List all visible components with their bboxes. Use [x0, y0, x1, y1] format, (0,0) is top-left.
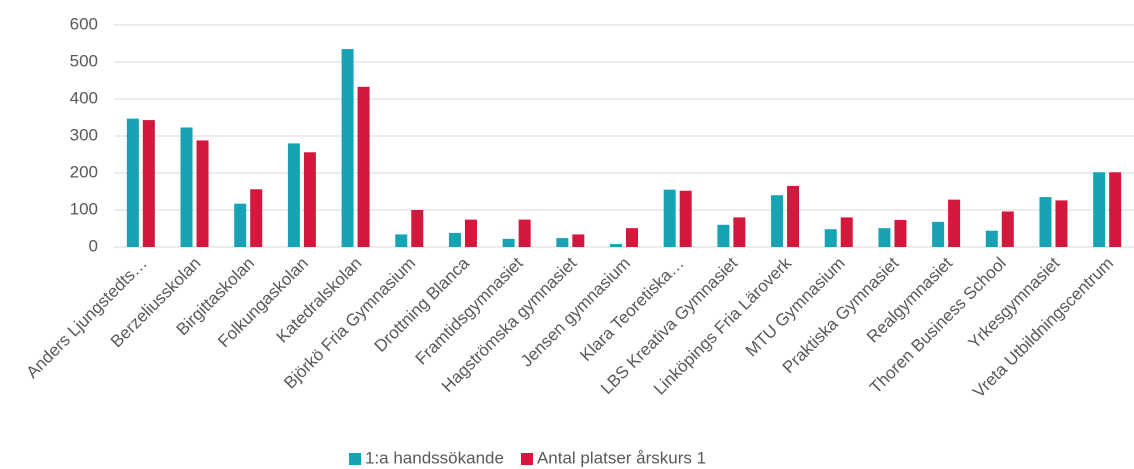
bar	[572, 234, 585, 247]
bar	[287, 143, 300, 247]
bar	[610, 244, 622, 247]
bar	[733, 217, 746, 247]
bar	[341, 49, 354, 247]
legend-label: Antal platser årskurs 1	[537, 448, 706, 467]
legend-swatch	[349, 453, 361, 465]
bar	[464, 219, 477, 247]
bar	[1055, 200, 1068, 247]
bar	[196, 140, 209, 247]
bar	[771, 195, 784, 247]
bar	[985, 230, 998, 247]
bar	[1093, 172, 1106, 247]
bar	[878, 228, 891, 247]
bar	[395, 234, 408, 247]
bar	[502, 238, 515, 247]
legend-swatch	[520, 453, 533, 465]
bar	[1109, 172, 1122, 247]
bar	[303, 152, 316, 247]
bar	[142, 120, 155, 247]
bar	[948, 199, 961, 247]
bar	[840, 217, 853, 247]
bar	[126, 118, 139, 247]
legend-label: 1:a handssökande	[365, 448, 504, 467]
bar	[824, 229, 837, 247]
y-tick-label: 0	[89, 236, 98, 255]
bar	[518, 219, 531, 247]
bar	[1039, 197, 1052, 247]
y-tick-label: 400	[70, 88, 98, 107]
y-tick-label: 600	[70, 14, 98, 33]
y-tick-label: 300	[70, 125, 98, 144]
bar	[234, 203, 247, 247]
bar	[787, 185, 800, 247]
bar	[411, 210, 424, 247]
bar	[663, 189, 676, 247]
bar	[626, 228, 638, 247]
bar	[717, 224, 730, 247]
y-tick-label: 100	[70, 199, 98, 218]
x-tick-label: Yrkesgymnasiet	[965, 253, 1064, 352]
bar	[556, 238, 569, 247]
bar	[679, 190, 692, 247]
bar	[250, 189, 263, 247]
x-tick-label: MTU Gymnasium	[742, 254, 849, 361]
bar	[448, 232, 461, 247]
bar	[1001, 211, 1014, 247]
y-tick-label: 200	[70, 162, 98, 181]
bar	[180, 127, 193, 247]
bar	[357, 86, 370, 247]
y-tick-label: 500	[70, 51, 98, 70]
x-tick-label: Drottning Blanca	[371, 253, 474, 356]
bar	[894, 219, 907, 247]
bar	[932, 221, 945, 247]
